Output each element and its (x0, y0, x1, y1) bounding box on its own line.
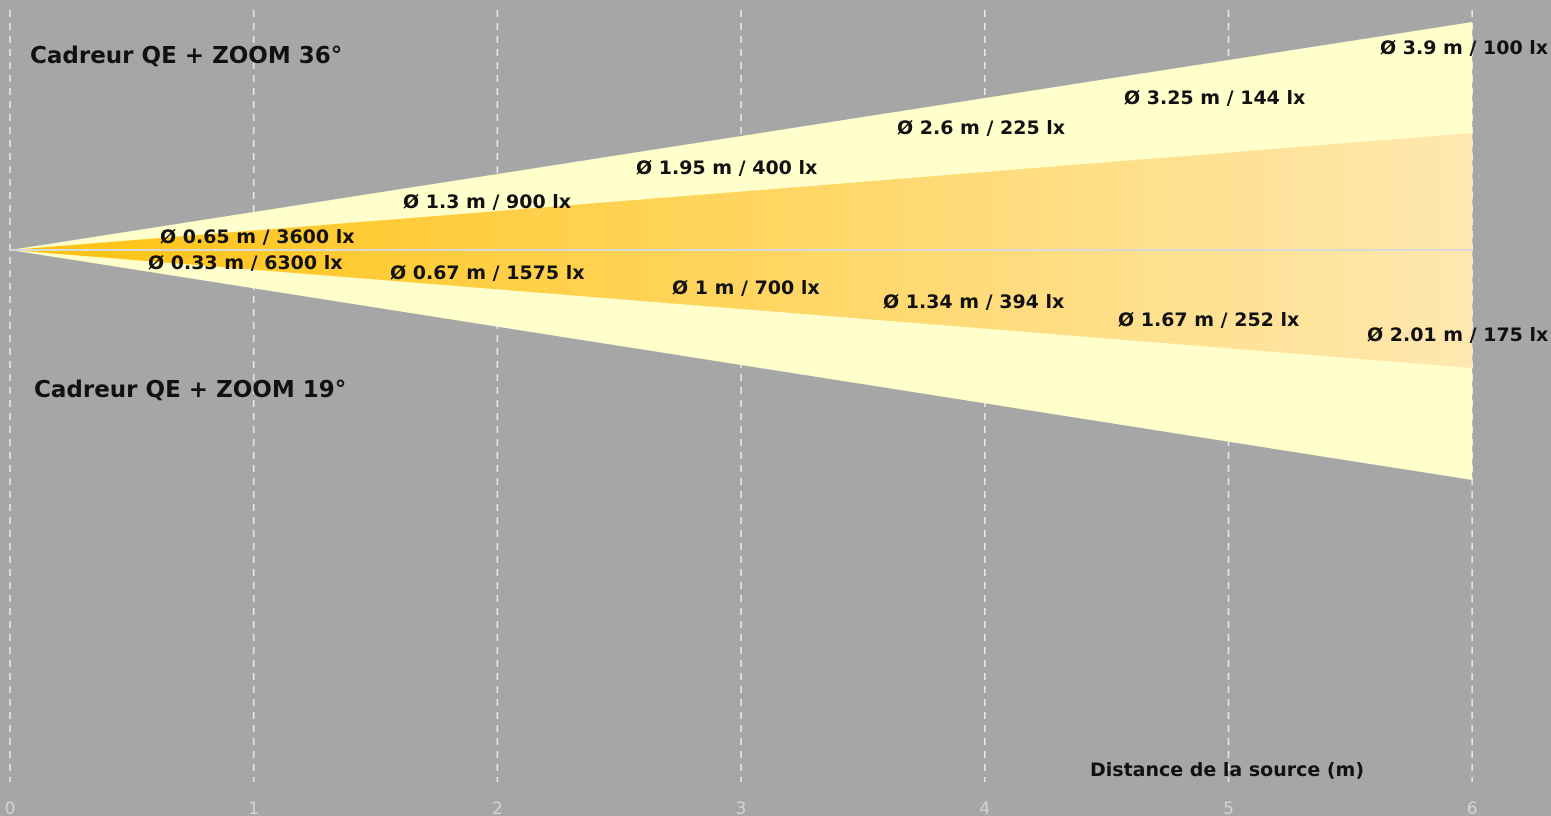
lower-label: Ø 1.34 m / 394 lx (883, 291, 1064, 313)
x-tick-label: 3 (736, 799, 747, 816)
upper-label: Ø 2.6 m / 225 lx (897, 117, 1065, 139)
x-axis-ticks: 0 1 2 3 4 5 6 (5, 799, 1478, 816)
lower-label: Ø 2.01 m / 175 lx (1367, 324, 1548, 346)
lower-beam-labels: Ø 0.33 m / 6300 lx Ø 0.67 m / 1575 lx Ø … (148, 252, 1548, 346)
vertical-gridlines (9, 10, 1473, 782)
lower-label: Ø 1.67 m / 252 lx (1118, 309, 1299, 331)
x-tick-label: 4 (979, 799, 990, 816)
x-tick-label: 1 (248, 799, 259, 816)
upper-beam-area (10, 133, 1473, 250)
lower-label: Ø 1 m / 700 lx (672, 277, 820, 299)
x-tick-label: 2 (492, 799, 503, 816)
upper-label: Ø 0.65 m / 3600 lx (160, 226, 355, 248)
upper-beam-labels: Ø 0.65 m / 3600 lx Ø 1.3 m / 900 lx Ø 1.… (160, 37, 1548, 248)
lower-label: Ø 0.67 m / 1575 lx (390, 262, 585, 284)
upper-label: Ø 1.3 m / 900 lx (403, 191, 571, 213)
lower-chart-title: Cadreur QE + ZOOM 19° (34, 377, 346, 403)
upper-label: Ø 1.95 m / 400 lx (636, 157, 817, 179)
x-tick-label: 0 (5, 799, 16, 816)
x-tick-label: 5 (1223, 799, 1234, 816)
upper-chart-title: Cadreur QE + ZOOM 36° (30, 43, 342, 69)
x-tick-label: 6 (1467, 799, 1478, 816)
upper-label: Ø 3.25 m / 144 lx (1124, 87, 1305, 109)
lower-label: Ø 0.33 m / 6300 lx (148, 252, 343, 274)
x-axis-title: Distance de la source (m) (1090, 759, 1364, 781)
lower-beam-area (10, 250, 1473, 368)
upper-label: Ø 3.9 m / 100 lx (1380, 37, 1548, 59)
